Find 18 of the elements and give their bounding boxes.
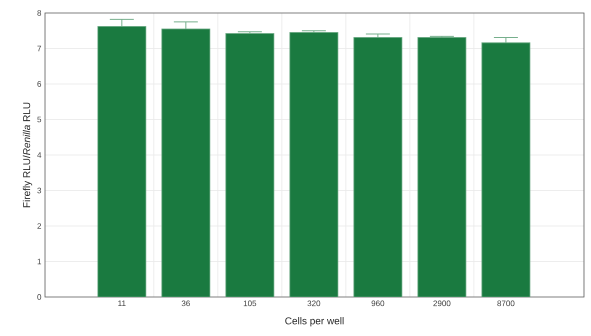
y-tick-label: 7 [37,46,42,52]
x-tick-label: 8700 [497,300,514,306]
x-tick-label: 2900 [433,300,450,306]
x-tick-label: 36 [182,300,190,306]
y-tick-label: 5 [37,116,42,122]
y-tick-label: 0 [37,294,42,300]
y-tick-label: 2 [37,223,42,229]
x-tick-label: 960 [372,300,384,306]
x-tick-label: 11 [118,300,126,306]
y-axis-title: Firefly RLU/Renilla RLU [22,102,32,208]
y-tick-label: 8 [37,10,42,16]
y-tick-label: 1 [38,258,42,264]
y-tick-label: 4 [37,152,42,158]
x-tick-label: 105 [244,300,256,306]
y-tick-label: 6 [37,81,42,87]
y-tick-label: 3 [37,188,42,194]
x-axis-title: Cells per well [285,317,344,326]
x-tick-label: 320 [307,300,320,306]
